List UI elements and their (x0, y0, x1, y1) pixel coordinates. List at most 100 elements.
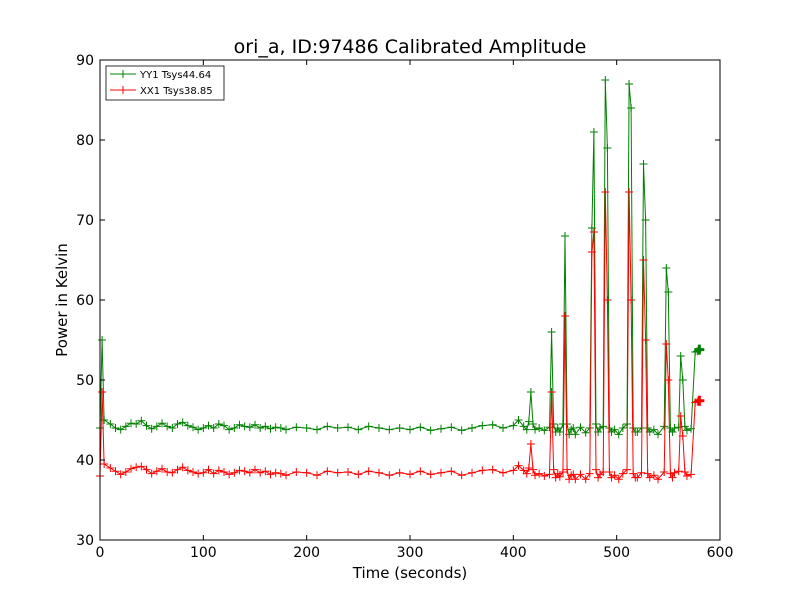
data-point-xx1 (488, 465, 497, 474)
x-axis-label: Time (seconds) (352, 564, 468, 582)
data-point-xx1 (364, 467, 373, 476)
y-tick-label: 50 (76, 373, 94, 389)
data-point-yy1 (627, 104, 636, 112)
data-point-xx1 (204, 465, 213, 474)
data-point-yy1 (526, 388, 535, 396)
data-point-xx1 (587, 248, 596, 256)
data-point-xx1 (654, 475, 662, 484)
x-tick-label: 0 (96, 545, 105, 561)
data-point-xx1 (670, 468, 679, 477)
data-point-yy1 (547, 328, 556, 336)
data-point-yy1 (137, 416, 146, 425)
data-point-xx1 (605, 468, 614, 476)
data-point-xx1 (426, 470, 435, 479)
data-point-yy1 (313, 425, 321, 434)
data-point-xx1 (680, 468, 689, 476)
data-point-xx1 (563, 465, 572, 474)
data-point-xx1 (333, 468, 342, 477)
data-point-yy1 (654, 430, 662, 439)
data-point-xx1 (594, 473, 603, 482)
data-point-yy1 (235, 420, 244, 429)
legend: YY1 Tsys44.64 XX1 Tsys38.85 (105, 65, 225, 101)
data-point-xx1 (499, 468, 507, 477)
data-point-xx1 (585, 469, 594, 478)
data-point-xx1 (528, 465, 537, 474)
data-point-yy1 (664, 288, 673, 296)
data-point-yy1 (271, 423, 280, 432)
data-point-yy1 (230, 424, 239, 432)
data-point-xx1 (256, 468, 265, 477)
data-point-xx1 (668, 473, 677, 482)
data-point-yy1 (220, 421, 228, 430)
data-point-xx1 (230, 468, 239, 477)
data-point-xx1 (111, 467, 120, 476)
data-point-xx1 (553, 469, 562, 478)
data-point-yy1 (561, 232, 569, 240)
data-point-yy1 (629, 424, 638, 432)
data-point-yy1 (266, 424, 275, 433)
data-point-xx1 (514, 461, 523, 470)
data-point-xx1 (251, 465, 259, 474)
data-point-yy1 (576, 423, 585, 432)
y-tick-label: 60 (76, 293, 94, 309)
data-point-yy1 (406, 425, 414, 434)
data-point-yy1 (333, 424, 342, 432)
data-point-xx1 (576, 470, 585, 479)
data-point-yy1 (98, 336, 107, 344)
data-point-yy1 (614, 430, 623, 439)
x-tick-label: 400 (500, 545, 527, 561)
data-point-yy1 (189, 423, 197, 432)
data-point-xx1 (447, 467, 456, 476)
data-point-yy1 (514, 416, 523, 424)
data-point-xx1 (344, 468, 352, 476)
data-point-yy1 (540, 426, 549, 435)
data-point-xx1 (354, 470, 363, 479)
data-point-xx1 (478, 466, 487, 475)
data-point-yy1 (178, 418, 187, 427)
data-point-yy1 (354, 425, 363, 434)
data-point-yy1 (499, 424, 507, 432)
data-point-yy1 (670, 424, 679, 432)
data-point-xx1 (649, 471, 658, 480)
data-point-yy1 (488, 420, 497, 429)
data-point-yy1 (251, 420, 259, 429)
data-point-yy1 (416, 423, 425, 432)
data-point-xx1 (639, 256, 648, 264)
y-tick-label: 70 (76, 213, 94, 229)
data-point-yy1 (649, 425, 658, 434)
legend-box (105, 65, 225, 101)
data-point-yy1 (569, 424, 578, 432)
data-point-yy1 (678, 376, 687, 384)
data-point-xx1 (313, 471, 321, 480)
data-point-xx1 (261, 467, 270, 476)
data-point-yy1 (571, 430, 580, 439)
data-point-xx1 (168, 468, 177, 477)
data-point-yy1 (674, 423, 683, 432)
series-layer (96, 76, 705, 484)
x-tick-label: 200 (293, 545, 320, 561)
data-point-xx1 (567, 471, 576, 480)
data-point-yy1 (535, 424, 544, 432)
data-point-yy1 (375, 424, 383, 432)
data-point-xx1 (106, 464, 115, 472)
data-point-yy1 (694, 344, 705, 355)
data-point-xx1 (555, 472, 564, 481)
data-point-xx1 (540, 472, 549, 480)
data-point-xx1 (158, 464, 166, 473)
data-point-yy1 (426, 426, 435, 435)
data-point-xx1 (457, 471, 466, 480)
data-point-xx1 (178, 463, 187, 472)
data-point-xx1 (545, 470, 554, 479)
data-point-xx1 (678, 432, 687, 440)
data-point-yy1 (633, 428, 642, 436)
x-tick-label: 500 (603, 545, 630, 561)
data-point-yy1 (302, 424, 311, 432)
data-point-xx1 (610, 471, 619, 480)
data-point-yy1 (245, 423, 254, 432)
data-point-xx1 (592, 465, 600, 474)
data-point-xx1 (245, 468, 254, 477)
legend-label-yy1: YY1 Tsys44.64 (139, 70, 211, 81)
chart-title: ori_a, ID:97486 Calibrated Amplitude (234, 36, 587, 58)
data-point-xx1 (98, 388, 107, 396)
data-point-xx1 (240, 467, 249, 476)
